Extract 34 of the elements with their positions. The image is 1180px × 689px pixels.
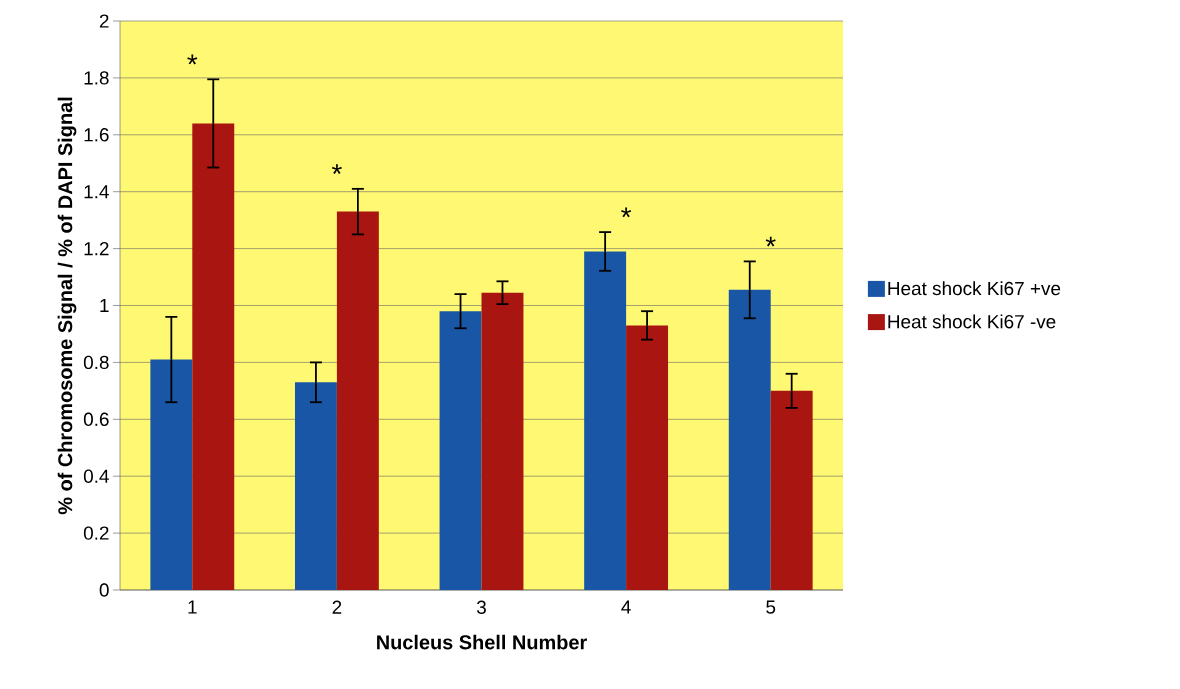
bar — [439, 311, 482, 590]
legend-label: Heat shock Ki67 -ve — [888, 314, 1056, 329]
x-tick-label: 5 — [766, 600, 776, 614]
bar — [481, 292, 524, 590]
bar — [626, 325, 669, 590]
bar — [336, 211, 379, 590]
y-tick-label: 0.4 — [83, 469, 109, 483]
y-tick-label: 1.2 — [84, 241, 109, 256]
bar — [294, 382, 337, 590]
bar — [584, 251, 627, 590]
annotation: * — [621, 207, 632, 218]
x-tick-label: 4 — [621, 600, 631, 614]
y-tick-label: 1.8 — [84, 71, 109, 85]
y-tick-label: 1.4 — [84, 185, 109, 199]
y-tick-label: 1 — [100, 298, 109, 313]
x-tick-label: 2 — [332, 600, 342, 614]
annotation: * — [765, 236, 776, 247]
bar — [770, 390, 813, 590]
annotation: * — [331, 164, 342, 174]
y-tick-label: 0.2 — [83, 526, 109, 540]
bar — [728, 289, 771, 590]
annotation: * — [187, 54, 198, 65]
y-tick-label: 2 — [99, 14, 109, 28]
x-axis-title: Nucleus Shell Number — [377, 634, 587, 650]
y-tick-label: 1.6 — [84, 128, 109, 142]
x-tick-label: 3 — [476, 600, 486, 614]
y-axis-title: % of Chromosome Signal / % of DAPI Signal — [57, 97, 77, 515]
y-tick-label: 0 — [99, 583, 109, 597]
legend-label: Heat shock Ki67 +ve — [888, 281, 1061, 296]
bar — [150, 359, 193, 590]
bar — [192, 123, 235, 590]
y-tick-label: 0.8 — [83, 355, 109, 370]
y-tick-label: 0.6 — [83, 412, 109, 426]
x-tick-label: 1 — [188, 600, 197, 614]
